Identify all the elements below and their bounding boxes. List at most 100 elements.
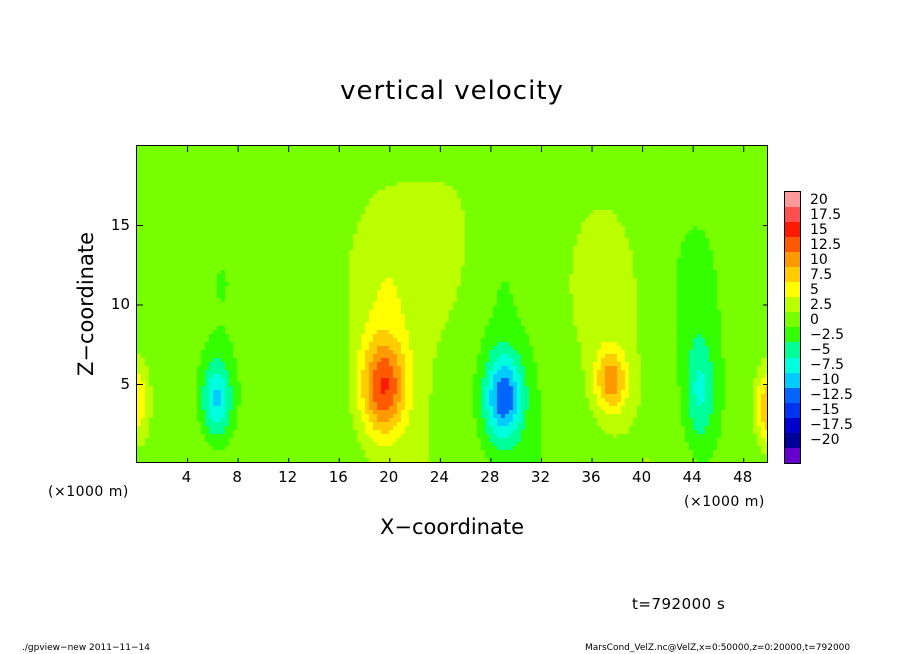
heatmap-cell — [333, 218, 338, 223]
heatmap-cell — [365, 202, 370, 207]
heatmap-cell — [389, 250, 394, 255]
heatmap-cell — [549, 214, 554, 219]
heatmap-cell — [673, 194, 678, 199]
heatmap-cell — [449, 166, 454, 171]
heatmap-cell — [553, 146, 558, 151]
heatmap-cell — [345, 202, 350, 207]
heatmap-cell — [565, 238, 570, 243]
heatmap-cell — [333, 226, 338, 231]
heatmap-cell — [137, 230, 142, 235]
heatmap-cell — [281, 250, 286, 255]
heatmap-cell — [309, 254, 314, 259]
heatmap-cell — [677, 262, 682, 267]
heatmap-cell — [289, 218, 294, 223]
heatmap-cell — [381, 174, 386, 179]
heatmap-cell — [181, 178, 186, 183]
heatmap-cell — [673, 158, 678, 163]
heatmap-cell — [389, 170, 394, 175]
heatmap-cell — [493, 186, 498, 191]
heatmap-cell — [165, 154, 170, 159]
heatmap-cell — [373, 234, 378, 239]
heatmap-cell — [601, 262, 606, 267]
heatmap-cell — [369, 198, 374, 203]
heatmap-cell — [429, 266, 434, 271]
heatmap-cell — [177, 258, 182, 263]
heatmap-cell — [413, 210, 418, 215]
heatmap-cell — [405, 174, 410, 179]
heatmap-cell — [453, 190, 458, 195]
heatmap-cell — [389, 266, 394, 271]
heatmap-cell — [409, 174, 414, 179]
heatmap-cell — [161, 198, 166, 203]
heatmap-cell — [441, 266, 446, 271]
heatmap-cell — [433, 270, 438, 275]
heatmap-cell — [713, 254, 718, 259]
heatmap-cell — [577, 266, 582, 271]
heatmap-cell — [753, 246, 758, 251]
heatmap-cell — [485, 242, 490, 247]
heatmap-cell — [353, 190, 358, 195]
heatmap-cell — [269, 194, 274, 199]
heatmap-cell — [277, 162, 282, 167]
heatmap-cell — [421, 166, 426, 171]
heatmap-cell — [621, 202, 626, 207]
heatmap-cell — [453, 158, 458, 163]
heatmap-cell — [237, 150, 242, 155]
heatmap-cell — [337, 262, 342, 267]
heatmap-cell — [373, 154, 378, 159]
heatmap-cell — [201, 186, 206, 191]
heatmap-cell — [433, 206, 438, 211]
heatmap-cell — [569, 166, 574, 171]
heatmap-cell — [301, 186, 306, 191]
heatmap-cell — [689, 178, 694, 183]
heatmap-cell — [497, 238, 502, 243]
heatmap-cell — [221, 246, 226, 251]
heatmap-cell — [741, 162, 746, 167]
heatmap-cell — [457, 250, 462, 255]
heatmap-cell — [337, 226, 342, 231]
heatmap-cell — [357, 194, 362, 199]
heatmap-cell — [309, 202, 314, 207]
heatmap-cell — [289, 162, 294, 167]
heatmap-cell — [705, 262, 710, 267]
heatmap-cell — [253, 154, 258, 159]
heatmap-cell — [549, 186, 554, 191]
heatmap-cell — [177, 162, 182, 167]
heatmap-cell — [333, 238, 338, 243]
heatmap-cell — [145, 162, 150, 167]
heatmap-cell — [313, 250, 318, 255]
heatmap-cell — [285, 154, 290, 159]
heatmap-cell — [305, 190, 310, 195]
heatmap-cell — [257, 214, 262, 219]
heatmap-cell — [453, 198, 458, 203]
heatmap-cell — [681, 262, 686, 267]
heatmap-cell — [657, 198, 662, 203]
heatmap-cell — [265, 242, 270, 247]
heatmap-cell — [229, 158, 234, 163]
heatmap-cell — [237, 218, 242, 223]
heatmap-cell — [217, 242, 222, 247]
heatmap-cell — [573, 238, 578, 243]
heatmap-cell — [717, 170, 722, 175]
heatmap-cell — [185, 194, 190, 199]
heatmap-cell — [373, 182, 378, 187]
heatmap-cell — [141, 270, 146, 275]
heatmap-cell — [629, 170, 634, 175]
heatmap-cell — [689, 146, 694, 151]
heatmap-cell — [465, 242, 470, 247]
heatmap-cell — [649, 174, 654, 179]
heatmap-cell — [213, 222, 218, 227]
heatmap-cell — [457, 182, 462, 187]
heatmap-cell — [457, 174, 462, 179]
heatmap-cell — [617, 214, 622, 219]
heatmap-cell — [413, 270, 418, 275]
heatmap-cell — [725, 154, 730, 159]
heatmap-cell — [221, 270, 226, 275]
heatmap-cell — [533, 258, 538, 263]
heatmap-cell — [377, 170, 382, 175]
heatmap-cell — [221, 158, 226, 163]
heatmap-cell — [233, 270, 238, 275]
heatmap-cell — [669, 178, 674, 183]
heatmap-cell — [253, 230, 258, 235]
heatmap-cell — [521, 154, 526, 159]
